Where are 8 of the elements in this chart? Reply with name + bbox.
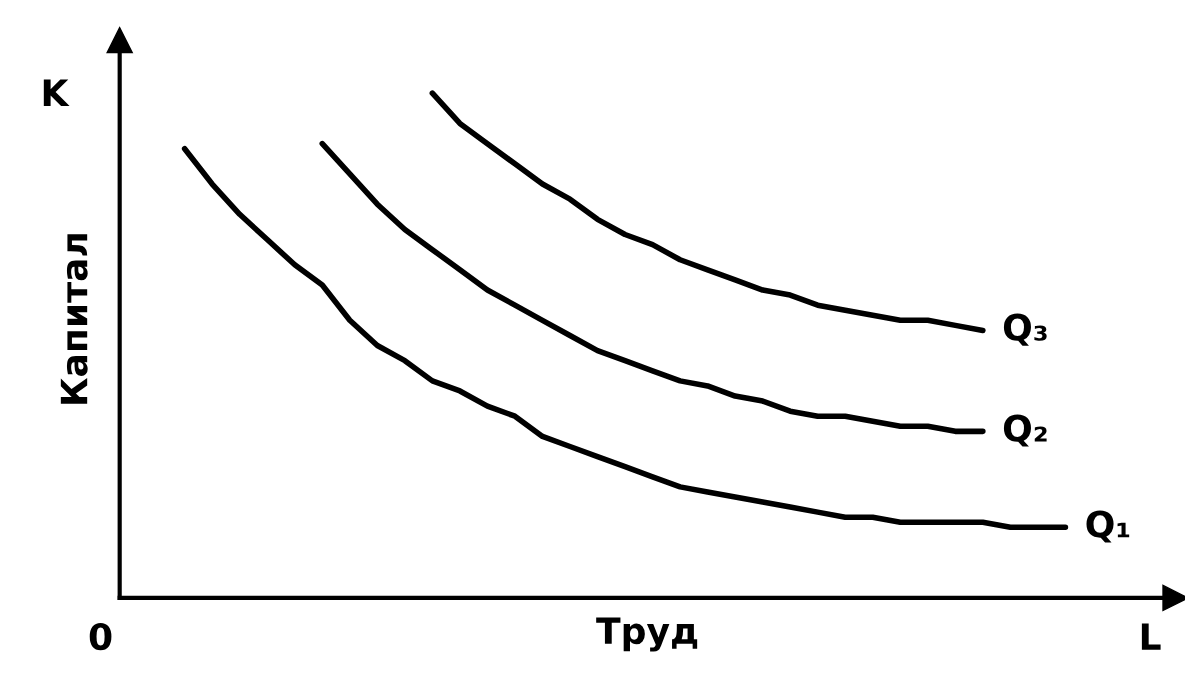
text: K bbox=[43, 79, 70, 106]
series-label: Q₃ bbox=[1003, 313, 1047, 346]
series-label: Q₁ bbox=[1086, 510, 1130, 543]
series-label: Q₂ bbox=[1003, 414, 1047, 447]
text: L bbox=[1141, 623, 1161, 650]
y-axis-title: Капитал bbox=[60, 234, 88, 404]
text: 0 bbox=[89, 622, 112, 651]
x-axis-title: Труд bbox=[596, 617, 698, 652]
